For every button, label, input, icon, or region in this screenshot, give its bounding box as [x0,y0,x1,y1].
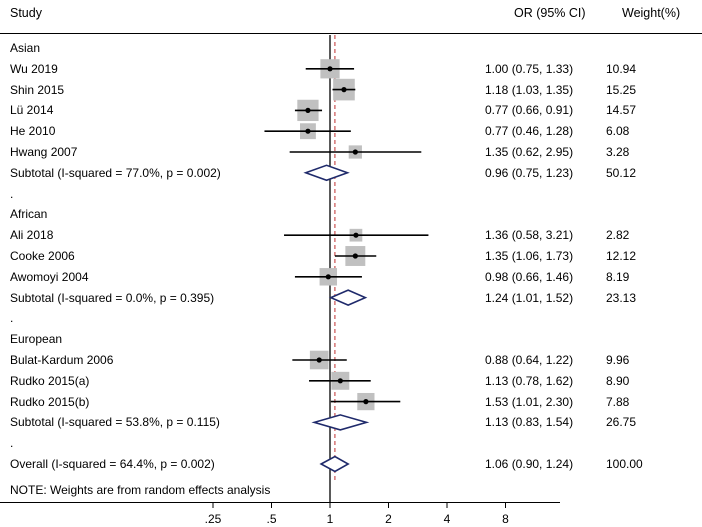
or-ci-value: 1.35 (1.06, 1.73) [485,249,574,263]
point-estimate [352,149,358,155]
axis-tick-label: 2 [385,512,392,526]
weight-value: 12.12 [606,249,637,263]
point-estimate [327,66,333,72]
weight-value: 8.19 [606,269,630,284]
subtotal-diamond [303,164,350,182]
axis-divider [0,502,560,503]
weight-value: 9.96 [606,353,630,367]
study-label: Lü 2014 [10,103,54,118]
or-ci-value: 1.35 (0.62, 2.95) [485,145,574,159]
group-label: Asian [10,41,41,55]
study-label: Bulat-Kardum 2006 [10,353,114,367]
study-label: Rudko 2015(b) [10,394,90,409]
or-ci-value: 0.96 (0.75, 1.23) [485,165,574,180]
weight-value: 23.13 [606,290,637,305]
point-estimate [341,87,347,93]
group-label: African [10,207,48,222]
subtotal-label: Subtotal (I-squared = 77.0%, p = 0.002) [10,165,221,180]
group-label: European [10,332,63,347]
or-ci-value: 1.36 (0.58, 3.21) [485,228,574,243]
weight-value: 15.25 [606,82,637,97]
study-label: Awomoyi 2004 [10,269,89,284]
study-column-header: Study [10,6,42,20]
or-ci-value: 0.77 (0.66, 0.91) [485,103,574,118]
footnote: NOTE: Weights are from random effects an… [10,483,271,497]
or-ci-value: 1.00 (0.75, 1.33) [485,61,574,76]
study-label: Wu 2019 [10,61,58,76]
weight-value: 6.08 [606,124,630,139]
subtotal-diamond [328,289,368,306]
weight-value: 14.57 [606,103,637,118]
or-ci-value: 1.13 (0.78, 1.62) [485,373,574,388]
weight-value: 26.75 [606,415,637,430]
overall-label: Overall (I-squared = 64.4%, p = 0.002) [10,457,215,471]
axis-tick-label: 4 [444,512,451,526]
point-estimate [316,357,322,363]
axis-tick-label: 8 [502,512,509,526]
or-ci-value: 1.13 (0.83, 1.54) [485,415,574,430]
weight-value: 8.90 [606,373,630,388]
weight-column-header: Weight(%) [622,6,681,20]
study-label: He 2010 [10,124,56,139]
subtotal-diamond [311,414,370,431]
point-estimate [325,274,331,280]
or-ci-value: 1.06 (0.90, 1.24) [485,457,574,471]
point-estimate [337,378,343,384]
or-column-header: OR (95% CI) [514,6,586,20]
weight-value: 10.94 [606,61,637,76]
spacer-dot: . [10,186,14,201]
point-estimate [363,399,369,405]
study-label: Ali 2018 [10,228,54,243]
or-ci-value: 0.88 (0.64, 1.22) [485,353,574,367]
weight-value: 3.28 [606,145,630,159]
subtotal-label: Subtotal (I-squared = 53.8%, p = 0.115) [10,415,220,430]
weight-value: 50.12 [606,165,637,180]
study-label: Hwang 2007 [10,145,78,159]
axis-tick-label: .25 [205,512,222,526]
spacer-dot: . [10,436,14,451]
study-label: Shin 2015 [10,82,65,97]
weight-value: 7.88 [606,394,630,409]
spacer-dot: . [10,311,14,326]
weight-value: 100.00 [606,457,643,471]
or-ci-value: 0.98 (0.66, 1.46) [485,269,574,284]
study-label: Cooke 2006 [10,249,75,263]
axis-tick-label: .5 [266,512,276,526]
weight-value: 2.82 [606,228,630,243]
or-ci-value: 1.53 (1.01, 2.30) [485,394,574,409]
point-estimate [352,253,358,259]
header-divider [0,33,702,34]
or-ci-value: 1.18 (1.03, 1.35) [485,82,574,97]
point-estimate [353,232,359,238]
study-label: Rudko 2015(a) [10,373,90,388]
overall-diamond [319,455,350,473]
or-ci-value: 0.77 (0.46, 1.28) [485,124,574,139]
point-estimate [305,107,311,113]
point-estimate [305,128,311,134]
subtotal-label: Subtotal (I-squared = 0.0%, p = 0.395) [10,290,215,305]
axis-tick-label: 1 [327,512,334,526]
or-ci-value: 1.24 (1.01, 1.52) [485,290,574,305]
